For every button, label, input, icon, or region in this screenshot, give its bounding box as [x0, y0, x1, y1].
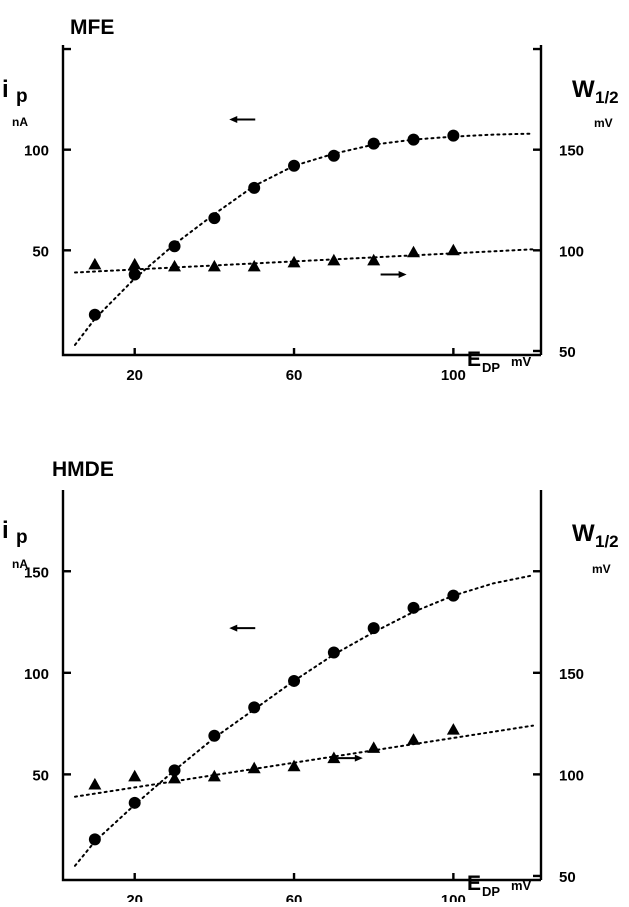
- left-axis-label: i: [2, 517, 9, 544]
- panel-hmde: HMDE i p nA W 1/2 mV E DP mV 50100150501…: [2, 458, 619, 902]
- triangle-marker: [168, 260, 181, 272]
- circle-marker: [447, 130, 459, 142]
- circle-marker: [208, 212, 220, 224]
- triangle-fit-curve: [75, 726, 533, 797]
- arrow-left-head: [229, 625, 237, 632]
- left-axis-tick-label: 150: [24, 564, 49, 581]
- right-axis-unit: mV: [592, 562, 611, 576]
- circle-marker: [328, 647, 340, 659]
- triangle-marker: [128, 770, 141, 782]
- circle-fit-curve: [75, 575, 533, 866]
- circle-marker: [368, 138, 380, 150]
- left-and-bottom-axis: [63, 45, 541, 355]
- triangle-fit-curve: [75, 249, 533, 272]
- triangle-marker: [88, 258, 101, 270]
- left-axis-tick-label: 50: [32, 767, 49, 784]
- right-axis-tick-label: 100: [559, 767, 584, 784]
- circle-marker: [368, 622, 380, 634]
- left-axis-tick-label: 100: [24, 666, 49, 683]
- left-axis-tick-label: 100: [24, 143, 49, 160]
- triangle-marker: [288, 760, 301, 772]
- circle-marker: [129, 797, 141, 809]
- arrow-left-head: [229, 116, 237, 123]
- x-axis-tick-label: 20: [126, 367, 143, 384]
- circle-marker: [208, 730, 220, 742]
- x-axis-label-sub: DP: [482, 884, 500, 899]
- panel-title: MFE: [70, 16, 114, 39]
- triangle-marker: [128, 258, 141, 270]
- circle-marker: [447, 590, 459, 602]
- left-and-bottom-axis: [63, 490, 541, 880]
- right-axis-tick-label: 150: [559, 143, 584, 160]
- right-axis-label: W: [572, 76, 595, 103]
- triangle-marker: [407, 733, 420, 745]
- circle-marker: [169, 240, 181, 252]
- right-axis-unit: mV: [594, 116, 613, 130]
- x-axis-tick-label: 100: [441, 367, 466, 384]
- circle-marker: [288, 160, 300, 172]
- triangle-marker: [208, 770, 221, 782]
- triangle-marker: [248, 260, 261, 272]
- right-axis-label-sub: 1/2: [595, 88, 619, 107]
- right-axis-tick-label: 100: [559, 243, 584, 260]
- right-axis-tick-label: 150: [559, 666, 584, 683]
- circle-marker: [89, 833, 101, 845]
- panel-title: HMDE: [52, 458, 114, 481]
- left-axis-tick-label: 50: [32, 243, 49, 260]
- x-axis-tick-label: 20: [126, 892, 143, 902]
- right-axis-tick-label: 50: [559, 869, 576, 886]
- circle-marker: [408, 134, 420, 146]
- left-axis-label: i: [2, 76, 9, 103]
- left-axis-label-sub: p: [16, 527, 28, 548]
- triangle-marker: [447, 723, 460, 735]
- circle-marker: [89, 309, 101, 321]
- circle-fit-curve: [75, 134, 533, 345]
- triangle-marker: [367, 254, 380, 266]
- x-axis-label: E: [467, 872, 481, 895]
- arrow-right-head: [399, 271, 407, 278]
- panel-mfe: MFE i p nA W 1/2 mV E DP mV 50 100 50 100 15…: [2, 16, 619, 384]
- circle-marker: [248, 182, 260, 194]
- x-axis-tick-label: 60: [286, 892, 303, 902]
- triangle-marker: [88, 778, 101, 790]
- x-axis-tick-label: 100: [441, 892, 466, 902]
- x-axis-label: E: [467, 348, 481, 371]
- triangle-marker: [447, 244, 460, 256]
- left-axis-label-sub: p: [16, 86, 28, 107]
- triangle-marker: [367, 741, 380, 753]
- left-axis-unit: nA: [12, 115, 28, 129]
- x-axis-tick-label: 60: [286, 367, 303, 384]
- circle-marker: [408, 602, 420, 614]
- circle-marker: [248, 701, 260, 713]
- right-axis-tick-label: 50: [559, 344, 576, 361]
- x-axis-label-sub: DP: [482, 360, 500, 375]
- right-axis-label: W: [572, 520, 595, 547]
- circle-marker: [328, 150, 340, 162]
- arrow-right-head: [355, 755, 363, 762]
- triangle-marker: [407, 246, 420, 258]
- right-axis-label-sub: 1/2: [595, 532, 619, 551]
- x-axis-unit: mV: [511, 354, 532, 369]
- circle-marker: [288, 675, 300, 687]
